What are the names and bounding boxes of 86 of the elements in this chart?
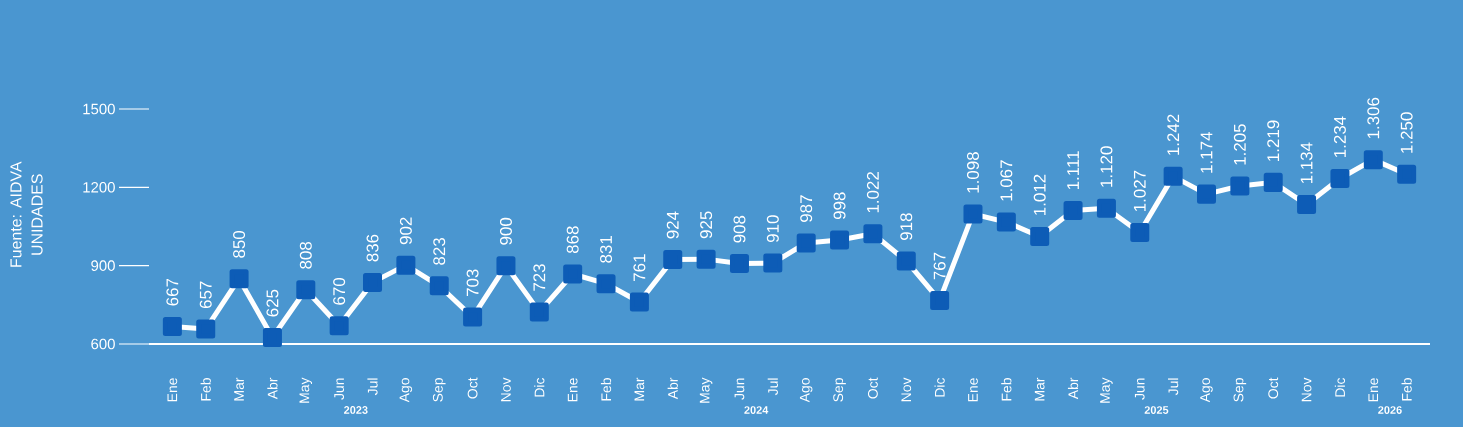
x-tick-label: Nov xyxy=(501,377,511,402)
data-label: 1.174 xyxy=(1200,132,1213,173)
data-label: 910 xyxy=(766,215,779,243)
x-tick-label: Jul xyxy=(767,378,778,396)
data-label: 908 xyxy=(733,215,746,243)
y-tick-label: 1200 xyxy=(83,182,115,193)
x-tick-label: Feb xyxy=(1001,378,1012,401)
x-tick-label: May xyxy=(699,377,713,403)
y-tick-label: 1500 xyxy=(83,103,115,115)
x-tick-label: Oct xyxy=(867,377,878,399)
x-tick-label: Jun xyxy=(1134,378,1145,400)
data-label: 1.120 xyxy=(1100,146,1113,187)
data-label: 823 xyxy=(433,238,446,265)
x-tick-label: Ene xyxy=(167,378,178,402)
x-tick-label: Sep xyxy=(833,378,846,402)
x-tick-label: Jun xyxy=(734,378,745,400)
y-tick-label: 600 xyxy=(91,338,115,350)
data-label: 987 xyxy=(800,195,813,222)
data-label: 1.022 xyxy=(866,172,879,213)
data-label: 831 xyxy=(600,236,613,263)
source-note: Fuente: AIDVA xyxy=(10,161,22,267)
x-tick-label: Ene xyxy=(1368,378,1379,402)
data-label: 925 xyxy=(700,211,713,239)
x-tick-label: Sep xyxy=(1233,378,1247,402)
text: 2026 xyxy=(1378,406,1402,414)
data-label: 918 xyxy=(900,213,913,240)
x-tick-label: Ene xyxy=(567,378,578,402)
data-label: 1.205 xyxy=(1233,124,1246,165)
y-tick-label: 900 xyxy=(91,260,115,271)
data-label: 1.067 xyxy=(1000,160,1013,201)
x-tick-label: Nov xyxy=(1301,377,1312,402)
data-label: 900 xyxy=(499,217,512,245)
y-axis-title: UNIDADES xyxy=(31,174,43,255)
x-tick-label: Ago xyxy=(1200,378,1213,403)
data-label: 761 xyxy=(633,254,646,281)
data-label: 1.234 xyxy=(1333,116,1346,157)
text: 2024 xyxy=(744,406,769,414)
x-tick-label: May xyxy=(299,377,313,403)
data-label: 767 xyxy=(933,252,946,280)
data-label: 808 xyxy=(299,241,312,269)
data-label: 1.219 xyxy=(1267,120,1280,161)
data-label: 667 xyxy=(166,278,179,306)
x-tick-label: Dic xyxy=(1334,377,1346,397)
data-label: 703 xyxy=(466,269,479,297)
x-tick-label: Feb xyxy=(1401,378,1412,401)
x-tick-label: May xyxy=(1100,377,1113,403)
x-tick-label: Ago xyxy=(399,378,413,403)
data-label: 924 xyxy=(666,211,679,239)
data-label: 998 xyxy=(833,192,846,220)
data-label: 1.012 xyxy=(1033,174,1046,215)
data-label: 1.111 xyxy=(1067,151,1079,190)
data-label: 1.306 xyxy=(1367,97,1380,139)
x-tick-label: Jul xyxy=(1168,378,1179,396)
data-label: 850 xyxy=(233,230,246,258)
x-tick-label: Ago xyxy=(799,378,813,403)
x-tick-label: Dic xyxy=(934,377,945,397)
data-label: 625 xyxy=(266,289,279,317)
x-tick-label: Jul xyxy=(367,378,378,396)
data-label: 1.027 xyxy=(1133,170,1146,212)
text: 2023 xyxy=(344,406,368,414)
data-label: 836 xyxy=(366,234,379,262)
data-label: 1.098 xyxy=(966,152,979,193)
text: 2025 xyxy=(1144,406,1169,414)
x-tick-label: Abr xyxy=(667,377,678,400)
x-tick-label: Oct xyxy=(1268,377,1279,399)
data-label: 657 xyxy=(199,281,212,309)
x-tick-label: Mar xyxy=(634,377,645,401)
data-label: 1.250 xyxy=(1400,112,1413,153)
x-tick-label: Mar xyxy=(234,377,244,401)
x-tick-label: Sep xyxy=(432,378,446,402)
x-tick-label: Oct xyxy=(467,377,478,399)
data-label: 670 xyxy=(333,277,346,305)
x-tick-label: Feb xyxy=(200,378,211,401)
data-label: 723 xyxy=(533,264,546,291)
x-tick-label: Ene xyxy=(968,378,978,402)
x-tick-label: Abr xyxy=(267,377,278,400)
data-label: 902 xyxy=(399,217,412,245)
x-tick-label: Jun xyxy=(334,378,345,400)
x-tick-label: Abr xyxy=(1067,377,1079,400)
x-tick-label: Mar xyxy=(1034,377,1045,401)
x-tick-label: Nov xyxy=(901,377,912,402)
data-label: 1.134 xyxy=(1300,142,1313,184)
data-label: 1.242 xyxy=(1167,114,1180,155)
data-label: 868 xyxy=(566,226,579,254)
x-tick-label: Dic xyxy=(534,377,545,397)
x-tick-label: Feb xyxy=(600,378,612,401)
